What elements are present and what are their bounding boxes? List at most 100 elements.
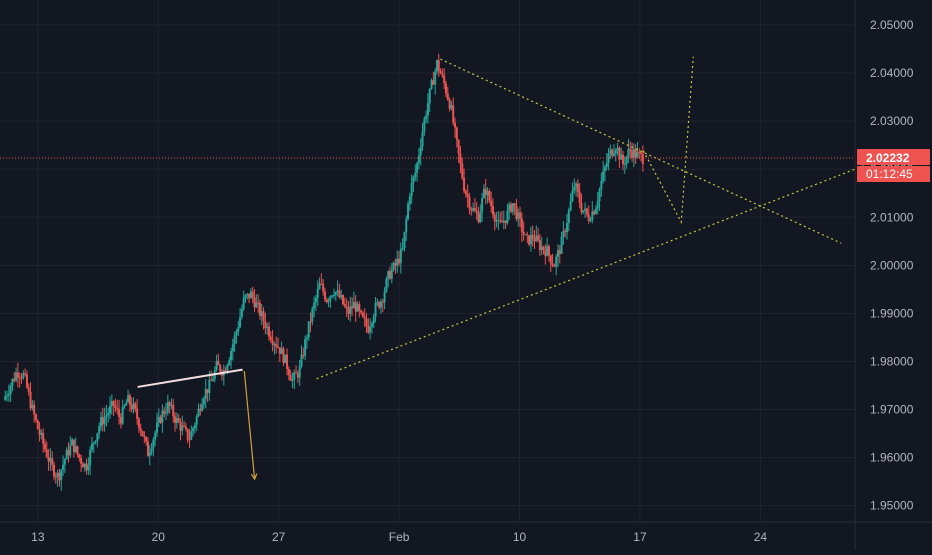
candle-body (87, 465, 90, 471)
trendline-arrow[interactable] (243, 371, 256, 480)
candle-body (522, 231, 525, 235)
candle-body (13, 379, 16, 381)
candle-body (170, 404, 173, 406)
candle-body (517, 212, 520, 220)
candle-body (408, 196, 411, 204)
candle-body (490, 200, 493, 207)
candle-body (356, 304, 359, 312)
candle-body (266, 326, 269, 329)
candle-body (464, 190, 467, 195)
candle-body (210, 380, 213, 382)
candle-body (202, 398, 205, 405)
candle-body (65, 449, 68, 460)
candle-body (183, 425, 186, 427)
candle-body (441, 73, 444, 76)
candle-body (575, 183, 578, 187)
candle-body (612, 153, 615, 156)
candle-body (11, 379, 14, 386)
trendline-dotted[interactable] (316, 161, 873, 380)
candle-body (370, 323, 373, 327)
y-tick-label: 2.00000 (870, 258, 914, 272)
y-tick-label: 1.95000 (870, 499, 914, 513)
candle-body (640, 152, 643, 154)
candle-body (219, 365, 222, 372)
candle-body (520, 218, 523, 232)
candle-body (107, 413, 110, 416)
candle-body (226, 364, 229, 371)
candle-body (455, 127, 458, 140)
candle-body (192, 428, 195, 432)
candle-body (558, 250, 561, 254)
candle-body (491, 206, 494, 215)
candle-body (67, 449, 70, 456)
candle-body (519, 212, 522, 219)
candle-body (311, 308, 314, 322)
candle-body (434, 71, 437, 85)
candle-body (304, 339, 307, 356)
candle-body (296, 373, 299, 378)
candle-body (89, 449, 92, 466)
candle-body (20, 377, 23, 379)
candle-body (602, 171, 605, 181)
candle-body (614, 150, 617, 154)
candle-body (69, 445, 72, 456)
candle-body (571, 190, 574, 201)
candle-body (622, 154, 625, 165)
candle-body (277, 346, 280, 348)
candle-body (587, 214, 590, 221)
candle-body (439, 71, 442, 74)
candle-body (307, 321, 310, 338)
candle-body (603, 167, 606, 172)
candle-body (195, 416, 198, 425)
candle-layer (4, 53, 644, 491)
candle-body (638, 151, 641, 153)
candle-body (605, 162, 608, 168)
candle-body (641, 153, 644, 164)
candle-body (620, 154, 623, 160)
trendline-dotted[interactable] (440, 58, 842, 244)
candle-body (56, 472, 59, 477)
candle-body (291, 379, 294, 381)
candle-body (470, 208, 473, 211)
y-tick-label: 1.96000 (870, 451, 914, 465)
candle-body (502, 220, 505, 223)
trendline-dotted[interactable] (642, 56, 694, 225)
candle-body (273, 344, 276, 346)
candle-body (421, 131, 424, 147)
candle-body (309, 321, 312, 323)
candle-body (425, 115, 428, 119)
x-tick-label: 24 (754, 530, 768, 544)
candle-body (143, 435, 146, 438)
candle-body (199, 408, 202, 411)
candle-body (154, 432, 157, 440)
candle-body (607, 153, 610, 163)
candle-body (139, 427, 142, 431)
drawing-layer (0, 56, 873, 481)
candle-body (564, 230, 567, 233)
candle-body (47, 457, 50, 462)
candle-body (313, 302, 316, 309)
candle-body (298, 366, 301, 378)
candle-body (387, 271, 390, 279)
candle-body (190, 431, 193, 440)
candle-body (49, 457, 52, 462)
trendline-solid[interactable] (137, 368, 243, 388)
candle-body (271, 340, 274, 345)
candle-body (188, 439, 191, 441)
candle-body (159, 416, 162, 423)
candle-body (450, 105, 453, 109)
candle-body (376, 302, 379, 304)
candle-body (551, 263, 554, 266)
candle-body (549, 255, 552, 264)
candle-body (29, 391, 32, 409)
candle-body (145, 437, 148, 442)
candle-body (542, 246, 545, 251)
candle-body (184, 426, 187, 429)
candle-body (71, 439, 74, 446)
candle-body (168, 402, 171, 406)
candle-body (392, 262, 395, 270)
candle-body (457, 139, 460, 154)
candle-body (511, 203, 514, 212)
